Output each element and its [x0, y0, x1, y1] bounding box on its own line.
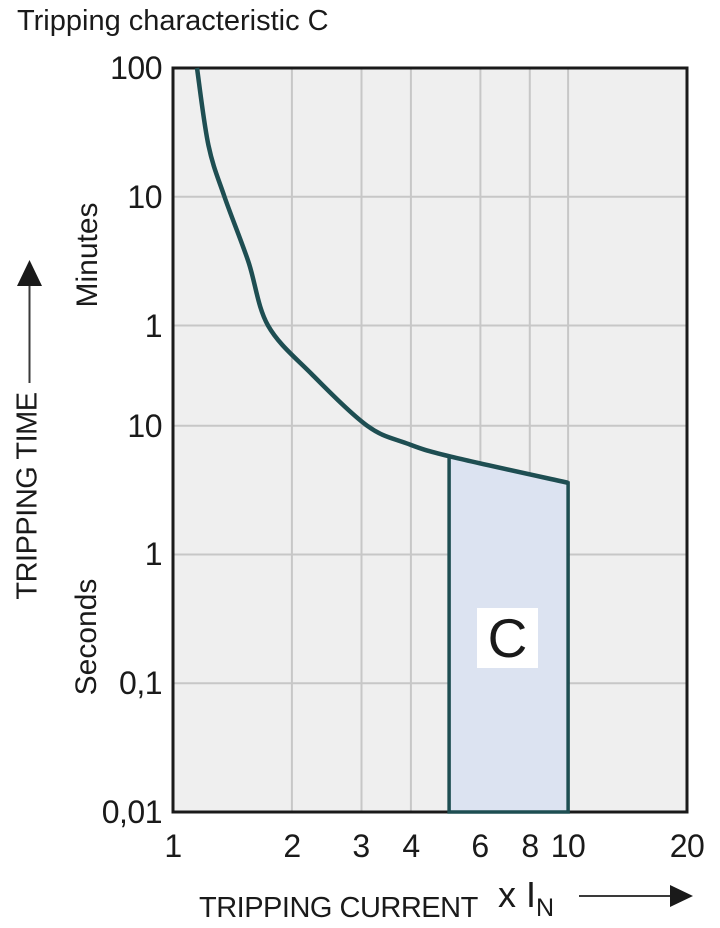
- zone-label: C: [487, 607, 528, 669]
- x-tick-label: 1: [164, 828, 182, 864]
- x-tick-label: 4: [402, 828, 420, 864]
- x-axis-multiplier: x IN: [498, 874, 554, 923]
- y-tick-label: 10: [127, 179, 162, 215]
- y-tick-label: 0,1: [119, 665, 162, 701]
- y-tick-label: 1: [144, 536, 163, 572]
- x-axis-multiplier-text: x I: [498, 874, 537, 915]
- x-tick-label: 8: [521, 828, 539, 864]
- y-axis-title: TRIPPING TIME: [11, 392, 44, 600]
- plot-background: [173, 68, 687, 812]
- tripping-time-up-arrow-icon: [17, 260, 42, 383]
- x-tick-label: 3: [352, 828, 370, 864]
- y-axis-unit-seconds: Seconds: [70, 578, 103, 696]
- y-tick-label: 100: [110, 50, 162, 86]
- tripping-current-right-arrow-icon: [579, 885, 693, 907]
- tripping-curve: [194, 67, 569, 485]
- x-tick-label: 20: [669, 828, 705, 864]
- y-tick-label: 10: [127, 408, 162, 444]
- x-tick-label: 6: [471, 828, 489, 864]
- y-tick-label: 0,01: [101, 794, 163, 830]
- chart-title: Tripping characteristic C: [17, 5, 329, 37]
- x-axis-multiplier-subscript: N: [536, 894, 555, 922]
- x-tick-label: 10: [550, 828, 586, 864]
- plot-border: [171, 66, 689, 814]
- chart-layers: [171, 66, 689, 814]
- x-axis-title: TRIPPING CURRENT: [199, 892, 478, 924]
- zone-label-box: C: [477, 607, 538, 669]
- gridlines: [173, 68, 687, 812]
- y-axis-unit-minutes: Minutes: [71, 202, 104, 308]
- y-tick-label: 1: [144, 308, 163, 344]
- x-tick-label: 2: [283, 828, 301, 864]
